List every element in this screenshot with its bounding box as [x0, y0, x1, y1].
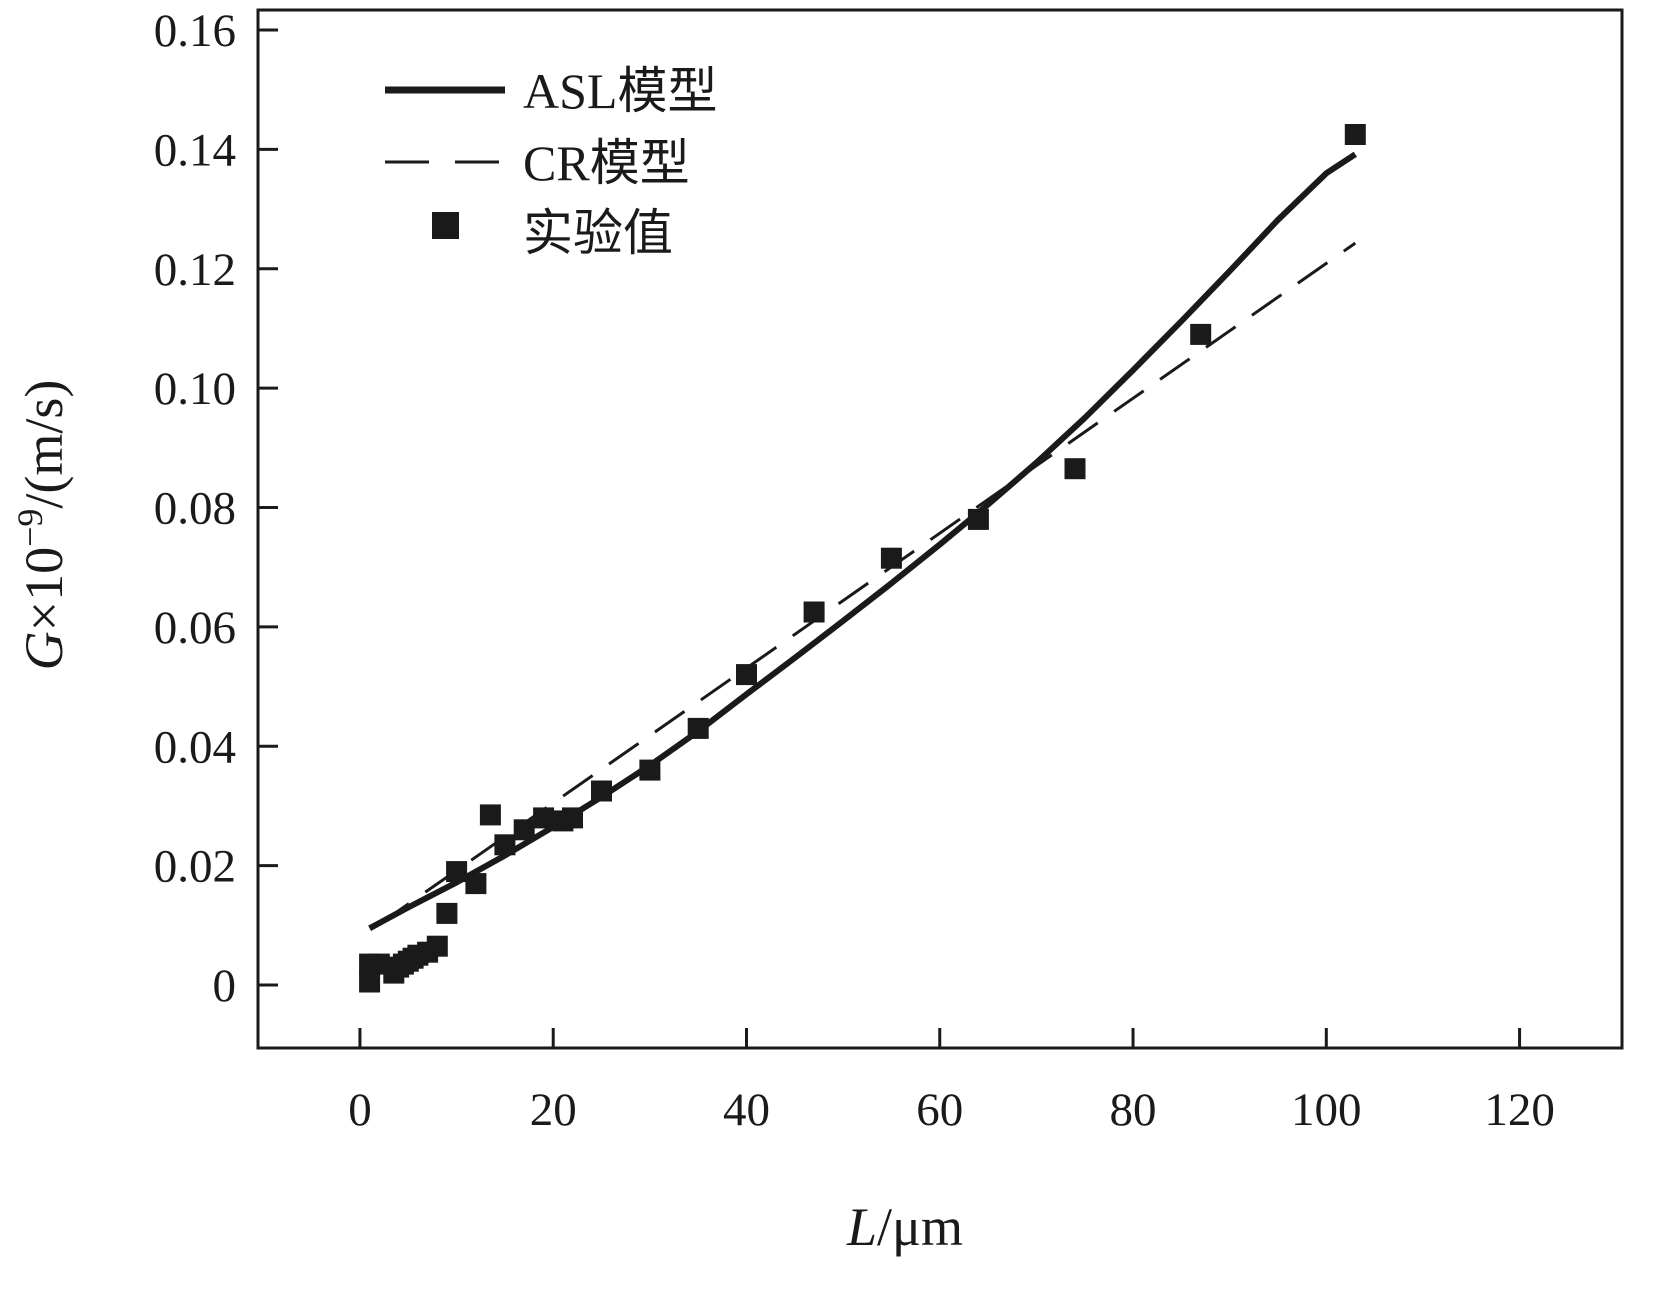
- x-tick-label: 20: [530, 1084, 577, 1136]
- data-point: [359, 971, 381, 993]
- data-point: [426, 935, 448, 957]
- data-point: [736, 664, 757, 686]
- legend-square-sample: [432, 212, 459, 239]
- series-layer: [359, 124, 1366, 993]
- data-point: [436, 902, 458, 924]
- data-point: [479, 804, 501, 826]
- x-tick-label: 120: [1484, 1084, 1555, 1136]
- y-tick-label: 0.06: [154, 602, 236, 654]
- data-point: [1344, 124, 1366, 145]
- experimental-points: [359, 124, 1366, 993]
- data-point: [465, 873, 487, 895]
- data-point: [1064, 458, 1086, 480]
- x-tick-label: 40: [723, 1084, 770, 1136]
- asl-model-line: [368, 151, 1357, 931]
- data-point: [639, 759, 661, 781]
- x-axis-ticks: 0 20 40 60 80 100 120: [348, 1028, 1555, 1136]
- data-point: [591, 780, 612, 802]
- data-point: [562, 807, 583, 829]
- legend-label-exp: 实验值: [523, 205, 673, 261]
- data-point: [446, 861, 468, 883]
- x-tick-label: 100: [1291, 1084, 1362, 1136]
- data-point: [880, 547, 902, 569]
- x-tick-label: 60: [916, 1084, 963, 1136]
- x-axis-label: L/μm: [846, 1197, 963, 1257]
- data-point: [967, 508, 989, 530]
- y-axis-label: G×10−9/(m/s): [10, 380, 74, 671]
- y-tick-label: 0.04: [154, 721, 236, 773]
- plot-frame: [256, 8, 1624, 1050]
- y-tick-label: 0.16: [154, 5, 236, 57]
- y-tick-label: 0.02: [154, 841, 236, 893]
- x-tick-label: 0: [348, 1084, 372, 1136]
- data-point: [533, 807, 555, 829]
- y-tick-label: 0.14: [154, 124, 236, 176]
- data-point: [687, 717, 709, 739]
- y-tick-label: 0.10: [154, 363, 236, 415]
- y-tick-label: 0.12: [154, 244, 236, 296]
- legend-label-asl: ASL模型: [523, 63, 717, 119]
- data-point: [494, 834, 516, 856]
- x-tick-label: 80: [1110, 1084, 1157, 1136]
- data-point: [513, 819, 535, 841]
- data-point: [803, 601, 825, 623]
- y-tick-label: 0: [213, 960, 237, 1012]
- legend: ASL模型 CR模型 实验值: [385, 63, 717, 261]
- data-point: [1190, 323, 1212, 345]
- y-axis-ticks: 0 0.02 0.04 0.06 0.08 0.10 0.12 0.14 0.16: [154, 5, 278, 1012]
- y-tick-label: 0.08: [154, 483, 236, 535]
- legend-label-cr: CR模型: [523, 135, 690, 191]
